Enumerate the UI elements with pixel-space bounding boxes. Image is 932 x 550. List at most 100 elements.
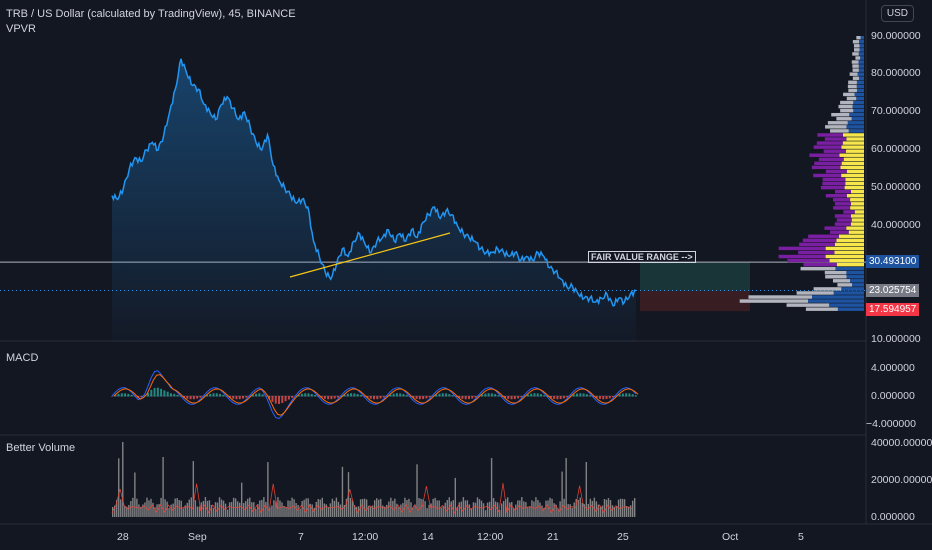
macd-histogram-bar [271,396,274,402]
macd-histogram-bar [232,396,235,399]
macd-histogram-bar [441,393,444,397]
volume-profile-down-bar [835,189,851,194]
volume-profile-down-bar [816,141,843,145]
volume-profile-up-bar [856,80,864,85]
volume-bar [114,505,116,517]
volume-bar [396,503,398,517]
volume-bar [349,497,352,517]
macd-histogram-bar [487,393,490,397]
volume-profile-down-bar [832,279,851,283]
low-price-badge: 17.594957 [866,303,920,316]
volume-profile-up-bar [846,275,864,279]
volume-profile-down-bar [813,173,842,178]
volume-bar [408,498,410,517]
volume-profile-down-bar [852,68,859,72]
better-volume-title[interactable]: Better Volume [6,442,76,454]
currency-button[interactable]: USD [880,5,914,22]
volume-bar [486,502,489,517]
volume-bar [164,499,166,517]
volume-profile-down-bar [818,157,844,161]
volume-bar [619,498,622,517]
volume-bar [297,504,299,517]
volume-bar [539,502,541,517]
macd-histogram-bar [212,393,215,397]
macd-histogram-bar [513,396,516,400]
volume-profile-up-bar [841,145,864,149]
volume-profile-up-bar [850,198,864,202]
volume-bar [257,504,259,517]
macd-histogram-bar [556,396,559,400]
macd-histogram-bar [536,393,539,397]
volume-bar [416,464,418,517]
macd-histogram-bar [205,394,208,397]
volume-profile-down-bar [852,40,859,44]
volume-profile-up-bar [846,125,864,129]
volume-profile-up-bar [856,88,864,93]
volume-bar [293,499,295,517]
volume-bar [565,458,567,517]
volume-profile-down-bar [837,283,853,287]
macd-histogram-bar [405,395,408,397]
volume-bar [355,506,358,517]
macd-histogram-bar [625,393,628,397]
volume-profile-up-bar [858,76,864,80]
volume-bar [303,499,305,517]
macd-histogram-bar [526,394,529,397]
volume-bar [523,501,525,517]
macd-histogram-bar [382,396,385,398]
macd-histogram-bar [340,395,343,397]
macd-histogram-bar [569,395,572,397]
volume-bar [470,508,473,517]
volume-bar [261,499,263,517]
volume-profile-up-bar [848,129,864,133]
time-label-sep: Sep [188,531,207,543]
volume-bar [271,505,273,517]
volume-bar [498,510,501,517]
macd-histogram-bar [579,393,582,397]
macd-title[interactable]: MACD [6,352,39,364]
volume-bar [192,461,195,517]
volume-profile-up-bar [850,222,864,226]
volume-bar [337,501,340,517]
volume-bar [440,507,442,517]
volume-bar [525,502,527,517]
macd-histogram-bar [484,393,487,397]
volume-bar [363,498,366,517]
macd-histogram-bar [589,395,592,397]
volume-bar [472,502,475,517]
volume-profile-up-bar [838,234,864,238]
volume-bar [633,498,636,517]
volume-profile-up-bar [853,108,864,113]
macd-histogram-bar [530,393,533,397]
volume-profile-down-bar [823,149,846,153]
volume-profile-up-bar [860,56,864,60]
volume-profile-down-bar [814,161,842,166]
volume-bar [138,504,140,517]
macd-histogram-bar [346,393,349,397]
macd-histogram-bar [618,394,621,397]
volume-bar [482,503,485,517]
volume-bar [454,477,457,517]
volume-ma-line [111,482,633,514]
macd-histogram-bar [379,396,382,399]
volume-bar [549,497,551,517]
indicator-vpvr-label[interactable]: VPVR [6,23,36,35]
volume-bar [553,503,555,517]
volume-profile-up-bar [850,202,864,206]
volume-bar [160,497,162,517]
volume-profile-down-bar [802,238,837,243]
macd-histogram-bar [297,394,300,397]
volume-bar [543,507,545,517]
volume-bar [380,498,382,517]
volume-bar [581,502,583,517]
macd-histogram-bar [314,394,317,397]
volume-bar [559,501,561,517]
volume-profile-up-bar [854,210,864,214]
macd-histogram-bar [635,395,637,397]
macd-histogram-bar [350,393,353,397]
macd-histogram-bar [520,396,523,398]
macd-histogram-bar [251,394,254,397]
macd-histogram-bar [209,393,212,397]
volume-bar [488,501,491,517]
